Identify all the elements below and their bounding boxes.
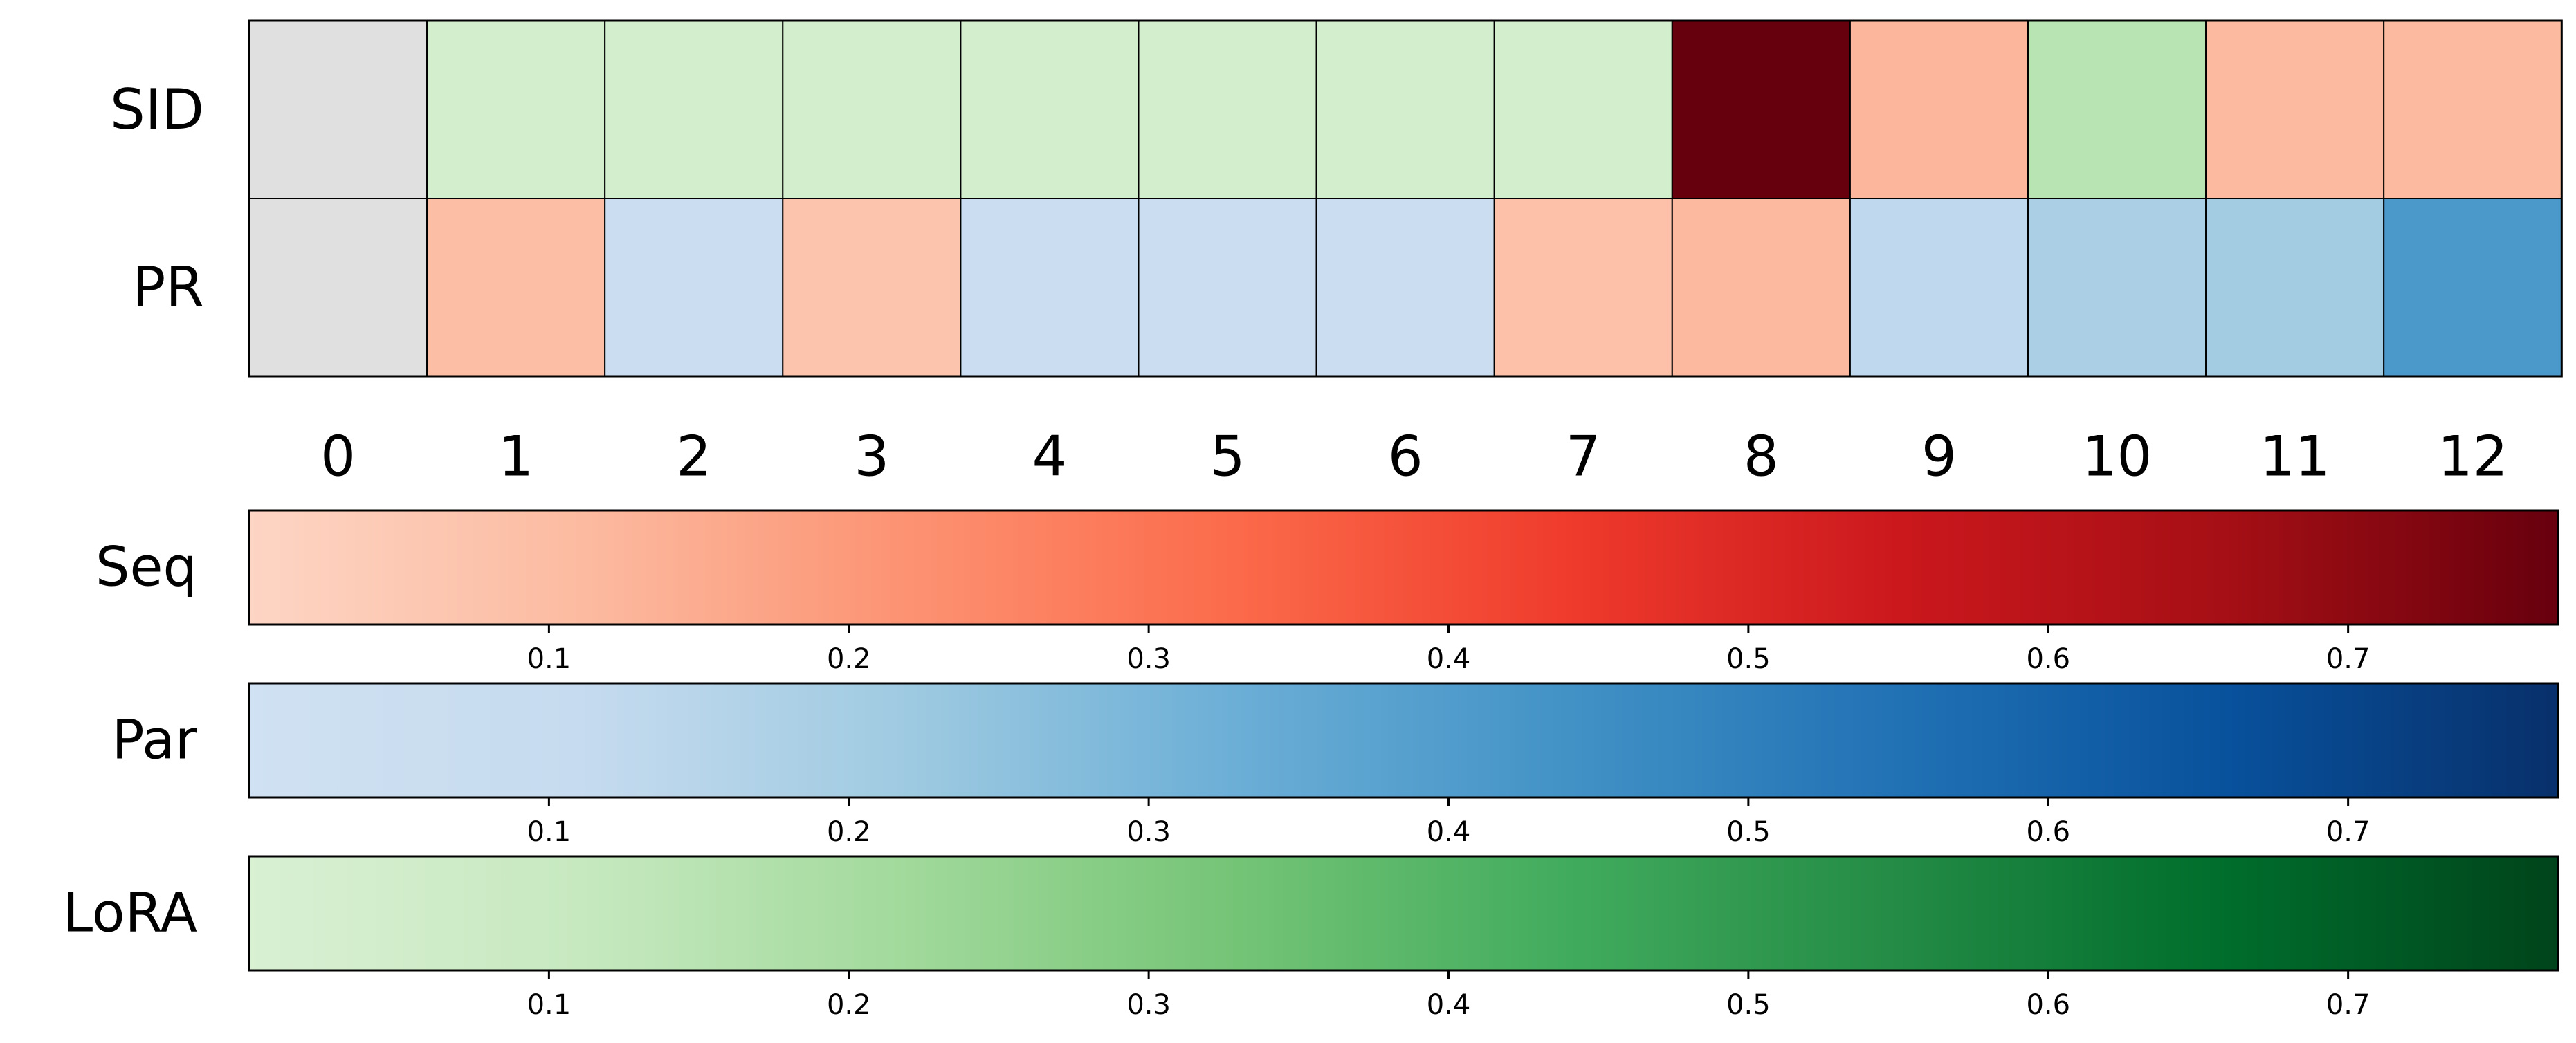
heatmap-column-label: 12 [2438, 425, 2508, 489]
heatmap-column-label: 7 [1566, 425, 1601, 489]
heatmap-cell-sid-11 [2205, 20, 2385, 199]
colorbar-tick-label-lora: 0.2 [827, 989, 871, 1021]
heatmap-cell-sid-3 [782, 20, 962, 199]
colorbar-tick-label-seq: 0.6 [2026, 643, 2070, 675]
colorbar-lora [248, 855, 2559, 972]
heatmap-cell-pr-0 [248, 198, 428, 377]
heatmap-cell-pr-6 [1315, 198, 1495, 377]
colorbar-tick-label-lora: 0.7 [2326, 989, 2371, 1021]
colorbar-tick-label-lora: 0.6 [2026, 989, 2070, 1021]
colorbar-tick-label-par: 0.7 [2326, 816, 2371, 848]
colorbar-tick-label-lora: 0.4 [1427, 989, 1471, 1021]
heatmap-column-label: 9 [1921, 425, 1957, 489]
heatmap-cell-pr-12 [2383, 198, 2563, 377]
colorbar-tick-label-lora: 0.3 [1126, 989, 1171, 1021]
colorbar-tick-label-seq: 0.5 [1726, 643, 1771, 675]
heatmap-cell-sid-6 [1315, 20, 1495, 199]
heatmap-cell-sid-5 [1138, 20, 1317, 199]
heatmap-column-label: 2 [676, 425, 711, 489]
colorbar-tick-label-par: 0.4 [1427, 816, 1471, 848]
heatmap-column-label: 3 [854, 425, 889, 489]
colorbar-tick-label-seq: 0.2 [827, 643, 871, 675]
colorbar-seq [248, 509, 2559, 626]
heatmap-cell-pr-5 [1138, 198, 1317, 377]
heatmap-cell-pr-3 [782, 198, 962, 377]
heatmap-cell-sid-12 [2383, 20, 2563, 199]
heatmap-cell-sid-7 [1493, 20, 1673, 199]
heatmap-column-label: 11 [2260, 425, 2330, 489]
heatmap-cell-pr-10 [2027, 198, 2207, 377]
heatmap-cell-pr-1 [426, 198, 606, 377]
heatmap-column-label: 4 [1032, 425, 1067, 489]
heatmap-frame [248, 19, 2563, 378]
heatmap-cell-pr-9 [1849, 198, 2029, 377]
heatmap-column-label: 10 [2082, 425, 2153, 489]
heatmap-cell-sid-1 [426, 20, 606, 199]
heatmap-cell-pr-7 [1493, 198, 1673, 377]
colorbar-par [248, 682, 2559, 799]
heatmap-column-label: 8 [1744, 425, 1779, 489]
colorbar-tick-label-lora: 0.1 [527, 989, 572, 1021]
colorbar-tick-label-par: 0.2 [827, 816, 871, 848]
heatmap-column-label: 5 [1210, 425, 1245, 489]
heatmap-cell-pr-2 [604, 198, 784, 377]
heatmap-cell-sid-9 [1849, 20, 2029, 199]
heatmap-column-label: 6 [1388, 425, 1423, 489]
heatmap-row-label: PR [132, 255, 204, 320]
colorbar-tick-label-par: 0.5 [1726, 816, 1771, 848]
colorbar-label-par: Par [112, 710, 198, 772]
colorbar-label-seq: Seq [95, 537, 197, 599]
colorbar-tick-label-lora: 0.5 [1726, 989, 1771, 1021]
heatmap-cell-sid-4 [960, 20, 1140, 199]
colorbar-tick-label-seq: 0.4 [1427, 643, 1471, 675]
heatmap-cell-pr-11 [2205, 198, 2385, 377]
colorbar-tick-label-seq: 0.3 [1126, 643, 1171, 675]
heatmap-row-label: SID [110, 77, 204, 142]
heatmap-cell-sid-2 [604, 20, 784, 199]
colorbar-label-lora: LoRA [63, 883, 197, 945]
colorbar-tick-label-seq: 0.1 [527, 643, 572, 675]
heatmap-cell-sid-0 [248, 20, 428, 199]
heatmap-column-label: 1 [498, 425, 533, 489]
heatmap-cell-sid-8 [1671, 20, 1851, 199]
colorbar-tick-label-par: 0.3 [1126, 816, 1171, 848]
heatmap-column-label: 0 [320, 425, 356, 489]
colorbar-tick-label-seq: 0.7 [2326, 643, 2371, 675]
heatmap-cell-sid-10 [2027, 20, 2207, 199]
heatmap-cell-pr-4 [960, 198, 1140, 377]
colorbar-tick-label-par: 0.1 [527, 816, 572, 848]
heatmap-cell-pr-8 [1671, 198, 1851, 377]
colorbar-tick-label-par: 0.6 [2026, 816, 2070, 848]
